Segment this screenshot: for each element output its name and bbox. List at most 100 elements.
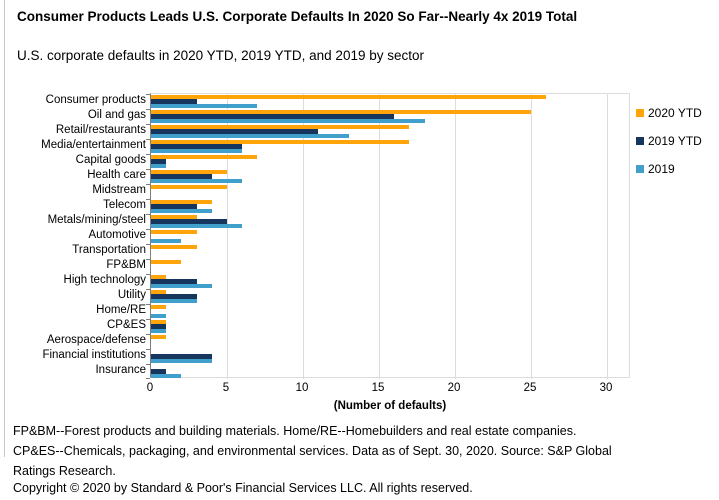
bar-health-care-2019-ytd (151, 174, 212, 179)
category-label-fp-bm: FP&BM (106, 259, 146, 271)
bar-high-technology-2019-ytd (151, 279, 197, 284)
bar-group-financial-institutions (151, 349, 630, 364)
legend-item-2020-ytd: 2020 YTD (636, 105, 702, 120)
y-axis-tick (146, 229, 150, 230)
bar-group-telecom (151, 199, 630, 214)
bar-health-care-2019 (151, 178, 243, 183)
gridline-30 (607, 94, 608, 379)
category-label-utility: Utility (117, 289, 146, 301)
bar-metals-mining-steel-2019-ytd (151, 219, 227, 224)
category-label-metals-mining-steel: Metals/mining/steel (47, 214, 146, 226)
bar-insurance-2019-ytd (151, 369, 167, 374)
bar-telecom-2019-ytd (151, 204, 197, 209)
bar-group-home-re (151, 304, 630, 319)
bar-automotive-2019 (151, 238, 182, 243)
category-label-telecom: Telecom (103, 199, 146, 211)
y-axis-tick (146, 169, 150, 170)
x-axis-tick-label-30: 30 (599, 382, 613, 394)
category-label-insurance: Insurance (95, 364, 146, 376)
bar-telecom-2020-ytd (151, 199, 212, 205)
category-label-oil-and-gas: Oil and gas (87, 109, 146, 121)
bar-cp-es-2019 (151, 328, 167, 333)
bar-midstream-2020-ytd (151, 184, 227, 190)
category-label-home-re: Home/RE (96, 304, 146, 316)
category-label-midstream: Midstream (92, 184, 146, 196)
bar-group-retail-restaurants (151, 124, 630, 139)
y-axis-tick (146, 214, 150, 215)
bar-group-cp-es (151, 319, 630, 334)
bar-capital-goods-2020-ytd (151, 154, 258, 160)
bar-group-metals-mining-steel (151, 214, 630, 229)
y-axis-tick (146, 319, 150, 320)
bar-group-high-technology (151, 274, 630, 289)
y-axis-tick (146, 244, 150, 245)
legend-label-2019-ytd: 2019 YTD (648, 133, 702, 148)
legend-swatch-2019 (636, 164, 644, 173)
y-axis-tick (146, 259, 150, 260)
bar-metals-mining-steel-2020-ytd (151, 214, 197, 220)
bar-media-entertainment-2019 (151, 148, 243, 153)
gridline-20 (455, 94, 456, 379)
category-label-retail-restaurants: Retail/restaurants (55, 124, 146, 136)
x-axis-tick-label-20: 20 (447, 382, 461, 394)
category-label-transportation: Transportation (72, 244, 146, 256)
bar-utility-2019-ytd (151, 294, 197, 299)
bar-consumer-products-2019 (151, 103, 258, 108)
y-axis-tick (146, 184, 150, 185)
y-axis-tick (146, 289, 150, 290)
legend-item-2019-ytd: 2019 YTD (636, 133, 702, 148)
bar-group-aerospace-defense (151, 334, 630, 349)
bar-health-care-2020-ytd (151, 169, 227, 175)
y-axis-tick (146, 199, 150, 200)
bar-home-re-2019 (151, 313, 167, 318)
bar-financial-institutions-2019 (151, 358, 212, 363)
footnote-line-2: CP&ES--Chemicals, packaging, and environ… (13, 444, 612, 458)
bar-group-health-care (151, 169, 630, 184)
bar-metals-mining-steel-2019 (151, 223, 243, 228)
footnotes: FP&BM--Forest products and building mate… (13, 421, 713, 481)
bar-group-capital-goods (151, 154, 630, 169)
gridline-25 (531, 94, 532, 379)
y-axis-tick (146, 124, 150, 125)
y-axis-tick (146, 274, 150, 275)
y-axis-tick (146, 109, 150, 110)
x-axis-tick-label-25: 25 (523, 382, 537, 394)
copyright-text: Copyright © 2020 by Standard & Poor's Fi… (13, 481, 473, 495)
legend-swatch-2019-ytd (636, 136, 644, 145)
bar-cp-es-2019-ytd (151, 324, 167, 329)
bar-group-media-entertainment (151, 139, 630, 154)
bar-financial-institutions-2019-ytd (151, 354, 212, 359)
footnote-line-1: FP&BM--Forest products and building mate… (13, 424, 577, 438)
bar-group-utility (151, 289, 630, 304)
bar-group-transportation (151, 244, 630, 259)
bar-media-entertainment-2019-ytd (151, 144, 243, 149)
legend-label-2020-ytd: 2020 YTD (648, 105, 702, 120)
y-axis-tick (146, 139, 150, 140)
category-label-aerospace-defense: Aerospace/defense (46, 334, 146, 346)
category-label-automotive: Automotive (88, 229, 146, 241)
category-label-financial-institutions: Financial institutions (42, 349, 146, 361)
y-axis-tick (146, 94, 150, 95)
bar-aerospace-defense-2020-ytd (151, 334, 167, 340)
bar-group-midstream (151, 184, 630, 199)
bar-transportation-2020-ytd (151, 244, 197, 250)
bar-oil-and-gas-2019 (151, 118, 425, 123)
bar-high-technology-2019 (151, 283, 212, 288)
x-axis-tick-label-0: 0 (146, 382, 154, 394)
bar-consumer-products-2020-ytd (151, 94, 547, 100)
chart-subtitle: U.S. corporate defaults in 2020 YTD, 201… (17, 48, 424, 63)
gridline-15 (379, 94, 380, 379)
legend: 2020 YTD 2019 YTD 2019 (636, 106, 702, 190)
category-label-cp-es: CP&ES (107, 319, 146, 331)
x-axis-tick-label-5: 5 (222, 382, 230, 394)
bar-retail-restaurants-2019-ytd (151, 129, 319, 134)
bar-group-consumer-products (151, 94, 630, 109)
bar-utility-2020-ytd (151, 289, 167, 295)
bar-fp-bm-2020-ytd (151, 259, 182, 265)
footnote-line-3: Ratings Research. (13, 464, 116, 478)
category-label-health-care: Health care (87, 169, 146, 181)
bar-retail-restaurants-2020-ytd (151, 124, 410, 130)
x-axis-tick-label-15: 15 (371, 382, 385, 394)
legend-item-2019: 2019 (636, 162, 702, 176)
